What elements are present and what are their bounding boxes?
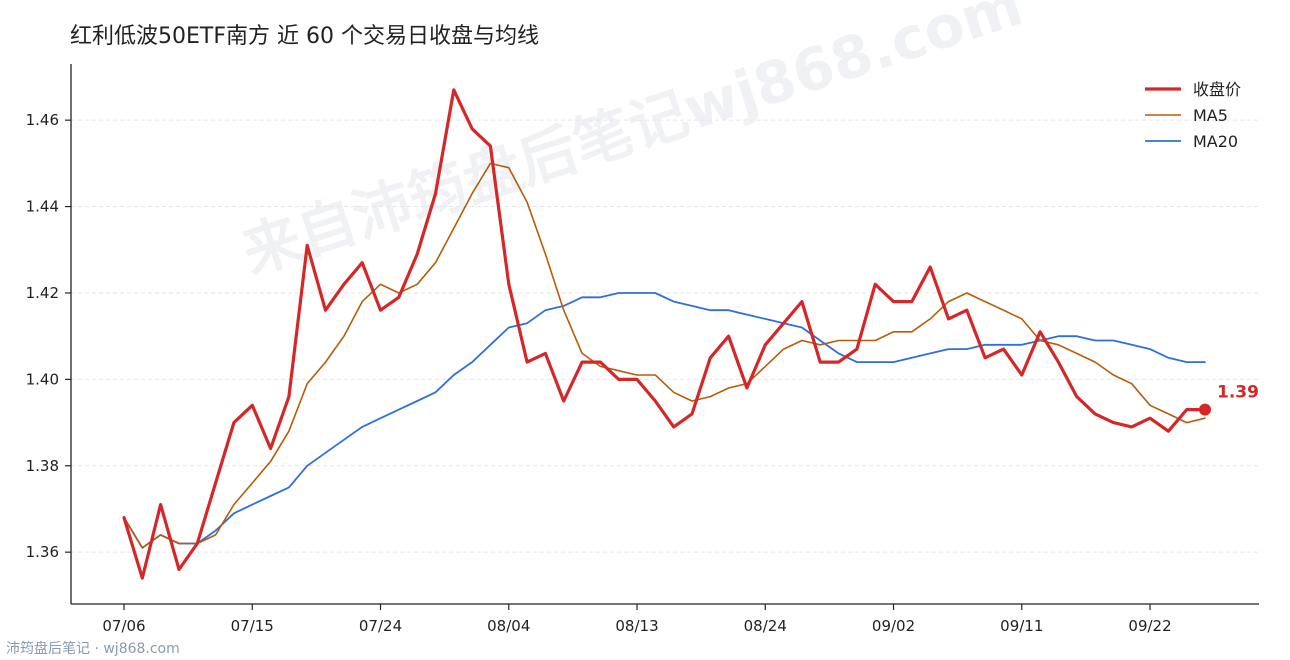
x-tick-label: 09/22 <box>1128 617 1171 635</box>
x-tick-label: 08/24 <box>744 617 787 635</box>
footer-source: 沛筠盘后笔记 · wj868.com <box>6 641 180 657</box>
x-tick-label: 09/11 <box>1000 617 1043 635</box>
y-tick-label: 1.40 <box>26 370 59 388</box>
annotations: 1.39 <box>1199 383 1259 416</box>
legend-label: 收盘价 <box>1193 80 1241 99</box>
y-tick-label: 1.38 <box>26 457 59 475</box>
series-line-ma5 <box>123 162 1206 549</box>
x-tick-label: 07/24 <box>359 617 402 635</box>
axes <box>70 64 1259 605</box>
last-close-marker <box>1199 403 1211 416</box>
y-tick-label: 1.36 <box>26 543 59 561</box>
legend-label: MA20 <box>1193 132 1238 151</box>
y-tick-label: 1.42 <box>26 284 59 302</box>
series-line-close <box>122 88 1207 580</box>
x-tick-label: 09/02 <box>872 617 915 635</box>
x-axis-ticks: 07/06 07/15 07/24 08/04 08/13 08/24 09/02 09/11… <box>102 604 1172 635</box>
y-tick-label: 1.46 <box>26 111 59 129</box>
last-close-label: 1.39 <box>1217 383 1259 403</box>
legend: 收盘价 MA5 MA20 <box>1145 80 1241 151</box>
legend-label: MA5 <box>1193 106 1228 125</box>
series-line-ma20 <box>123 292 1206 549</box>
y-axis-ticks: 1.36 1.38 1.40 1.42 1.44 1.46 <box>26 111 71 561</box>
series-lines <box>122 88 1207 580</box>
x-tick-label: 08/04 <box>487 617 530 635</box>
x-tick-label: 08/13 <box>615 617 658 635</box>
x-tick-label: 07/06 <box>102 617 145 635</box>
y-tick-label: 1.44 <box>26 198 59 216</box>
x-tick-label: 07/15 <box>231 617 274 635</box>
chart-title: 红利低波50ETF南方 近 60 个交易日收盘与均线 <box>70 24 539 49</box>
grid-lines <box>71 119 1259 553</box>
